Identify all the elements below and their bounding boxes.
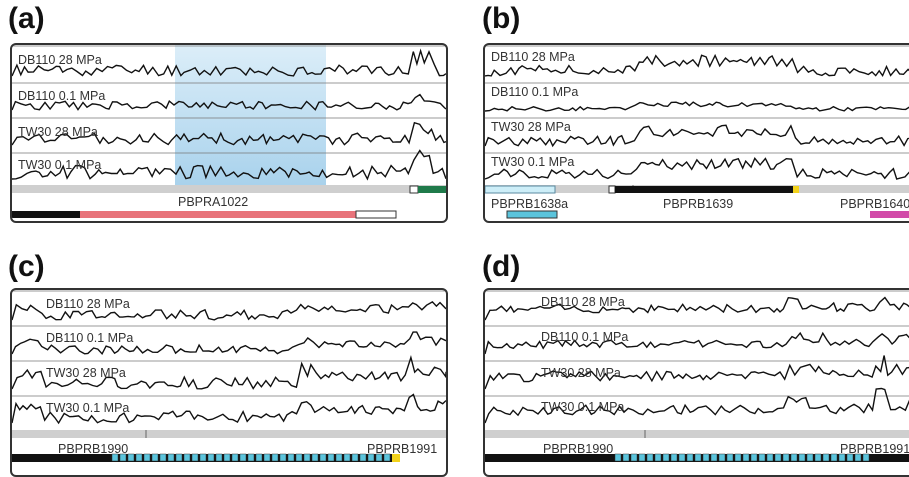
panel-d-gene-label-2: PBPRB1991 (840, 442, 909, 456)
panel-a-coverage-plot (12, 45, 446, 219)
genome-axis (12, 185, 446, 193)
coverage-trace (485, 296, 909, 321)
panel-c-track-label-3: TW30 28 MPa (46, 366, 126, 380)
genome-axis (12, 430, 446, 438)
panel-b-gene-label-1: PBPRB1638a (491, 197, 569, 211)
panel-c-track-label-4: TW30 0.1 MPa (46, 401, 130, 415)
gene-feature-pbpra1022 (80, 211, 356, 218)
panel-c-track-label-2: DB110 0.1 MPa (46, 331, 134, 345)
gene-feature (608, 185, 616, 194)
gene-feature (12, 211, 80, 218)
panel-d-track-label-3: TW30 28 MPa (541, 366, 621, 380)
panel-c-letter: (c) (8, 250, 45, 283)
panel-d-track-label-2: DB110 0.1 MPa (541, 330, 629, 344)
panel-a-track-label-3: TW30 28 MPa (18, 125, 98, 139)
panel-a-track-label-2: DB110 0.1 MPa (18, 89, 106, 103)
panel-a-track-label-4: TW30 0.1 MPa (18, 158, 102, 172)
coverage-trace (485, 157, 909, 180)
gene-feature-pbprb1639 (615, 186, 795, 193)
panel-c-gene-label-2: PBPRB1991 (367, 442, 438, 456)
gene-feature (12, 454, 52, 462)
panel-d-letter: (d) (482, 250, 521, 283)
coverage-trace (12, 121, 446, 146)
gene-feature-pbprb1640 (870, 211, 909, 218)
panel-b-coverage-plot (485, 45, 909, 219)
panel-b-gene-label-2: PBPRB1639 (663, 197, 734, 211)
panel-a-letter: (a) (8, 2, 45, 35)
gene-feature (793, 186, 799, 193)
coverage-trace (485, 101, 909, 112)
panel-d-coverage-plot (485, 290, 909, 462)
gene-feature-pbprb1638a (485, 185, 556, 194)
coverage-trace (485, 53, 909, 78)
gene-feature (409, 185, 419, 194)
gene-feature (392, 454, 400, 462)
coverage-trace (12, 48, 446, 77)
panel-a: DB110 28 MPa DB110 0.1 MPa TW30 28 MPa T… (10, 43, 448, 223)
panel-d: DB110 28 MPa DB110 0.1 MPa TW30 28 MPa T… (483, 288, 909, 477)
panel-a-gene-label: PBPRA1022 (178, 195, 249, 209)
coverage-trace (485, 387, 909, 424)
gene-feature (485, 454, 525, 462)
panel-d-track-label-1: DB110 28 MPa (541, 295, 625, 309)
panel-d-track-label-4: TW30 0.1 MPa (541, 400, 625, 414)
panel-a-track-label-1: DB110 28 MPa (18, 53, 102, 67)
panel-b-gene-label-3: PBPRB1640 (840, 197, 909, 211)
panel-b-track-label-4: TW30 0.1 MPa (491, 155, 575, 169)
panel-c-coverage-plot (12, 290, 446, 462)
gene-feature (418, 186, 446, 193)
panel-d-gene-label-1: PBPRB1990 (543, 442, 614, 456)
coverage-trace (485, 124, 909, 148)
coverage-trace (12, 331, 446, 356)
panel-b-track-label-1: DB110 28 MPa (491, 50, 575, 64)
panel-b-track-label-3: TW30 28 MPa (491, 120, 571, 134)
highlight-region (175, 45, 326, 185)
panel-b: DB110 28 MPa DB110 0.1 MPa TW30 28 MPa T… (483, 43, 909, 223)
panel-c: DB110 28 MPa DB110 0.1 MPa TW30 28 MPa T… (10, 288, 448, 477)
coverage-trace (12, 93, 446, 111)
panel-b-track-label-2: DB110 0.1 MPa (491, 85, 579, 99)
coverage-trace (485, 331, 909, 355)
panel-c-gene-label-1: PBPRB1990 (58, 442, 129, 456)
coverage-trace (485, 355, 909, 390)
gene-feature (355, 210, 397, 219)
coverage-trace (12, 354, 446, 390)
coverage-trace (12, 149, 446, 181)
panel-b-letter: (b) (482, 2, 521, 35)
genome-axis (485, 430, 909, 438)
panel-c-track-label-1: DB110 28 MPa (46, 297, 130, 311)
coverage-trace (12, 301, 446, 321)
gene-feature (506, 210, 558, 219)
coverage-trace (12, 393, 446, 425)
